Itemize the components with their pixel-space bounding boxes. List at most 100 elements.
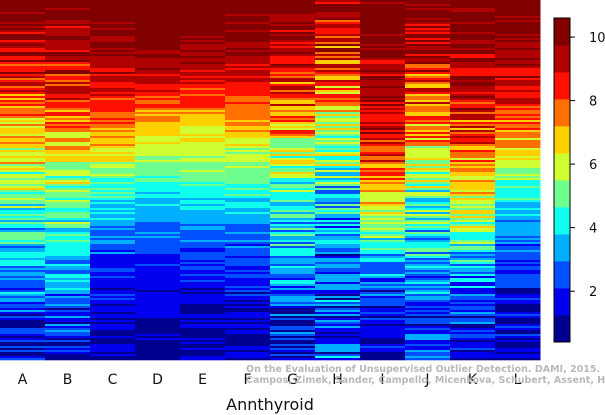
heatmap-cell [0,24,46,27]
heatmap-cell [270,166,316,169]
heatmap-cell [225,98,271,101]
heatmap-cell [180,32,226,35]
heatmap-cell [90,118,136,121]
heatmap-cell [45,322,91,325]
heatmap-cell [135,24,181,27]
heatmap-cell [405,308,451,311]
heatmap-cell [360,100,406,103]
heatmap-cell [180,166,226,169]
heatmap-cell [135,200,181,203]
heatmap-cell [45,160,91,163]
heatmap-cell [450,192,496,195]
heatmap-cell [495,152,541,155]
heatmap-cell [450,4,496,7]
heatmap-cell [450,352,496,355]
heatmap-cell [180,74,226,77]
heatmap-cell [315,304,361,307]
heatmap-cell [405,250,451,253]
heatmap-cell [495,80,541,83]
heatmap-cell [360,208,406,211]
heatmap-cell [45,98,91,101]
heatmap-cell [360,34,406,37]
heatmap-cell [90,196,136,199]
heatmap-cell [405,232,451,235]
heatmap-cell [135,258,181,261]
heatmap-cell [90,58,136,61]
heatmap-cell [90,50,136,53]
heatmap-cell [225,128,271,131]
heatmap-cell [270,216,316,219]
heatmap-cell [450,224,496,227]
heatmap-cell [0,228,46,231]
heatmap-cell [45,354,91,357]
heatmap-cell [360,90,406,93]
heatmap-cell [495,104,541,107]
heatmap-cell [0,146,46,149]
heatmap-cell [0,236,46,239]
heatmap-cell [90,244,136,247]
heatmap-cell [360,198,406,201]
heatmap-cell [495,268,541,271]
heatmap-cell [360,244,406,247]
heatmap-cell [180,326,226,329]
heatmap-cell [0,258,46,261]
heatmap-cell [180,154,226,157]
heatmap-cell [315,260,361,263]
heatmap-cell [270,6,316,9]
heatmap-cell [225,236,271,239]
heatmap-cell [405,70,451,73]
heatmap-cell [45,46,91,49]
heatmap-cell [180,34,226,37]
heatmap-cell [225,108,271,111]
heatmap-cell [90,126,136,129]
heatmap-cell [450,318,496,321]
heatmap-cell [90,82,136,85]
heatmap-cell [225,324,271,327]
heatmap-cell [495,294,541,297]
heatmap-cell [45,150,91,153]
heatmap-cell [0,128,46,131]
heatmap-cell [45,224,91,227]
heatmap-cell [0,182,46,185]
heatmap-cell [450,200,496,203]
heatmap-cell [495,68,541,71]
heatmap-cell [180,242,226,245]
heatmap-cell [450,180,496,183]
heatmap-cell [360,80,406,83]
heatmap-cell [90,176,136,179]
heatmap-cell [0,224,46,227]
heatmap-cell [180,270,226,273]
colorbar-segment [554,180,570,208]
heatmap-cell [180,260,226,263]
heatmap-cell [405,228,451,231]
heatmap-cell [180,126,226,129]
heatmap-cell [225,14,271,17]
heatmap-cell [270,8,316,11]
heatmap-cell [405,258,451,261]
heatmap-cell [135,350,181,353]
heatmap-cell [495,208,541,211]
heatmap-cell [315,300,361,303]
heatmap-cell [180,146,226,149]
heatmap-cell [45,326,91,329]
heatmap-cell [45,126,91,129]
heatmap-cell [450,92,496,95]
heatmap-cell [225,172,271,175]
heatmap-cell [180,86,226,89]
heatmap-cell [135,108,181,111]
heatmap-cell [180,318,226,321]
heatmap-cell [180,40,226,43]
heatmap-cell [180,18,226,21]
heatmap-cell [450,214,496,217]
heatmap-cell [135,180,181,183]
heatmap-cell [450,238,496,241]
heatmap-cell [405,298,451,301]
heatmap-cell [135,348,181,351]
heatmap-cell [315,34,361,37]
heatmap-cell [405,126,451,129]
heatmap-cell [450,166,496,169]
heatmap-cell [225,232,271,235]
heatmap-cell [360,288,406,291]
heatmap-cell [360,142,406,145]
heatmap-cell [405,242,451,245]
